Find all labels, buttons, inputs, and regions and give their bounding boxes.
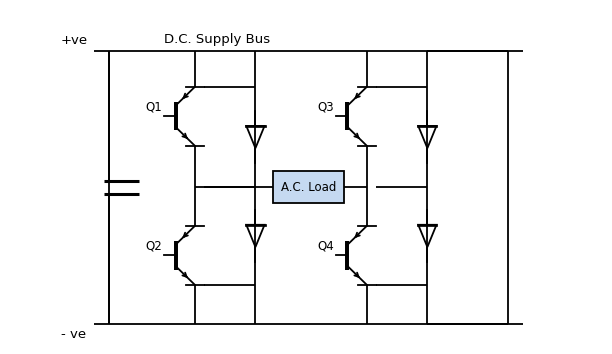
Text: +ve: +ve (61, 34, 88, 46)
Text: Q2: Q2 (145, 240, 162, 253)
Text: Q4: Q4 (317, 240, 334, 253)
Text: A.C. Load: A.C. Load (281, 181, 336, 194)
Bar (273, 171, 344, 203)
Text: - ve: - ve (61, 328, 86, 341)
Text: Q1: Q1 (145, 101, 162, 114)
Text: D.C. Supply Bus: D.C. Supply Bus (165, 33, 271, 46)
Text: Q3: Q3 (317, 101, 334, 114)
